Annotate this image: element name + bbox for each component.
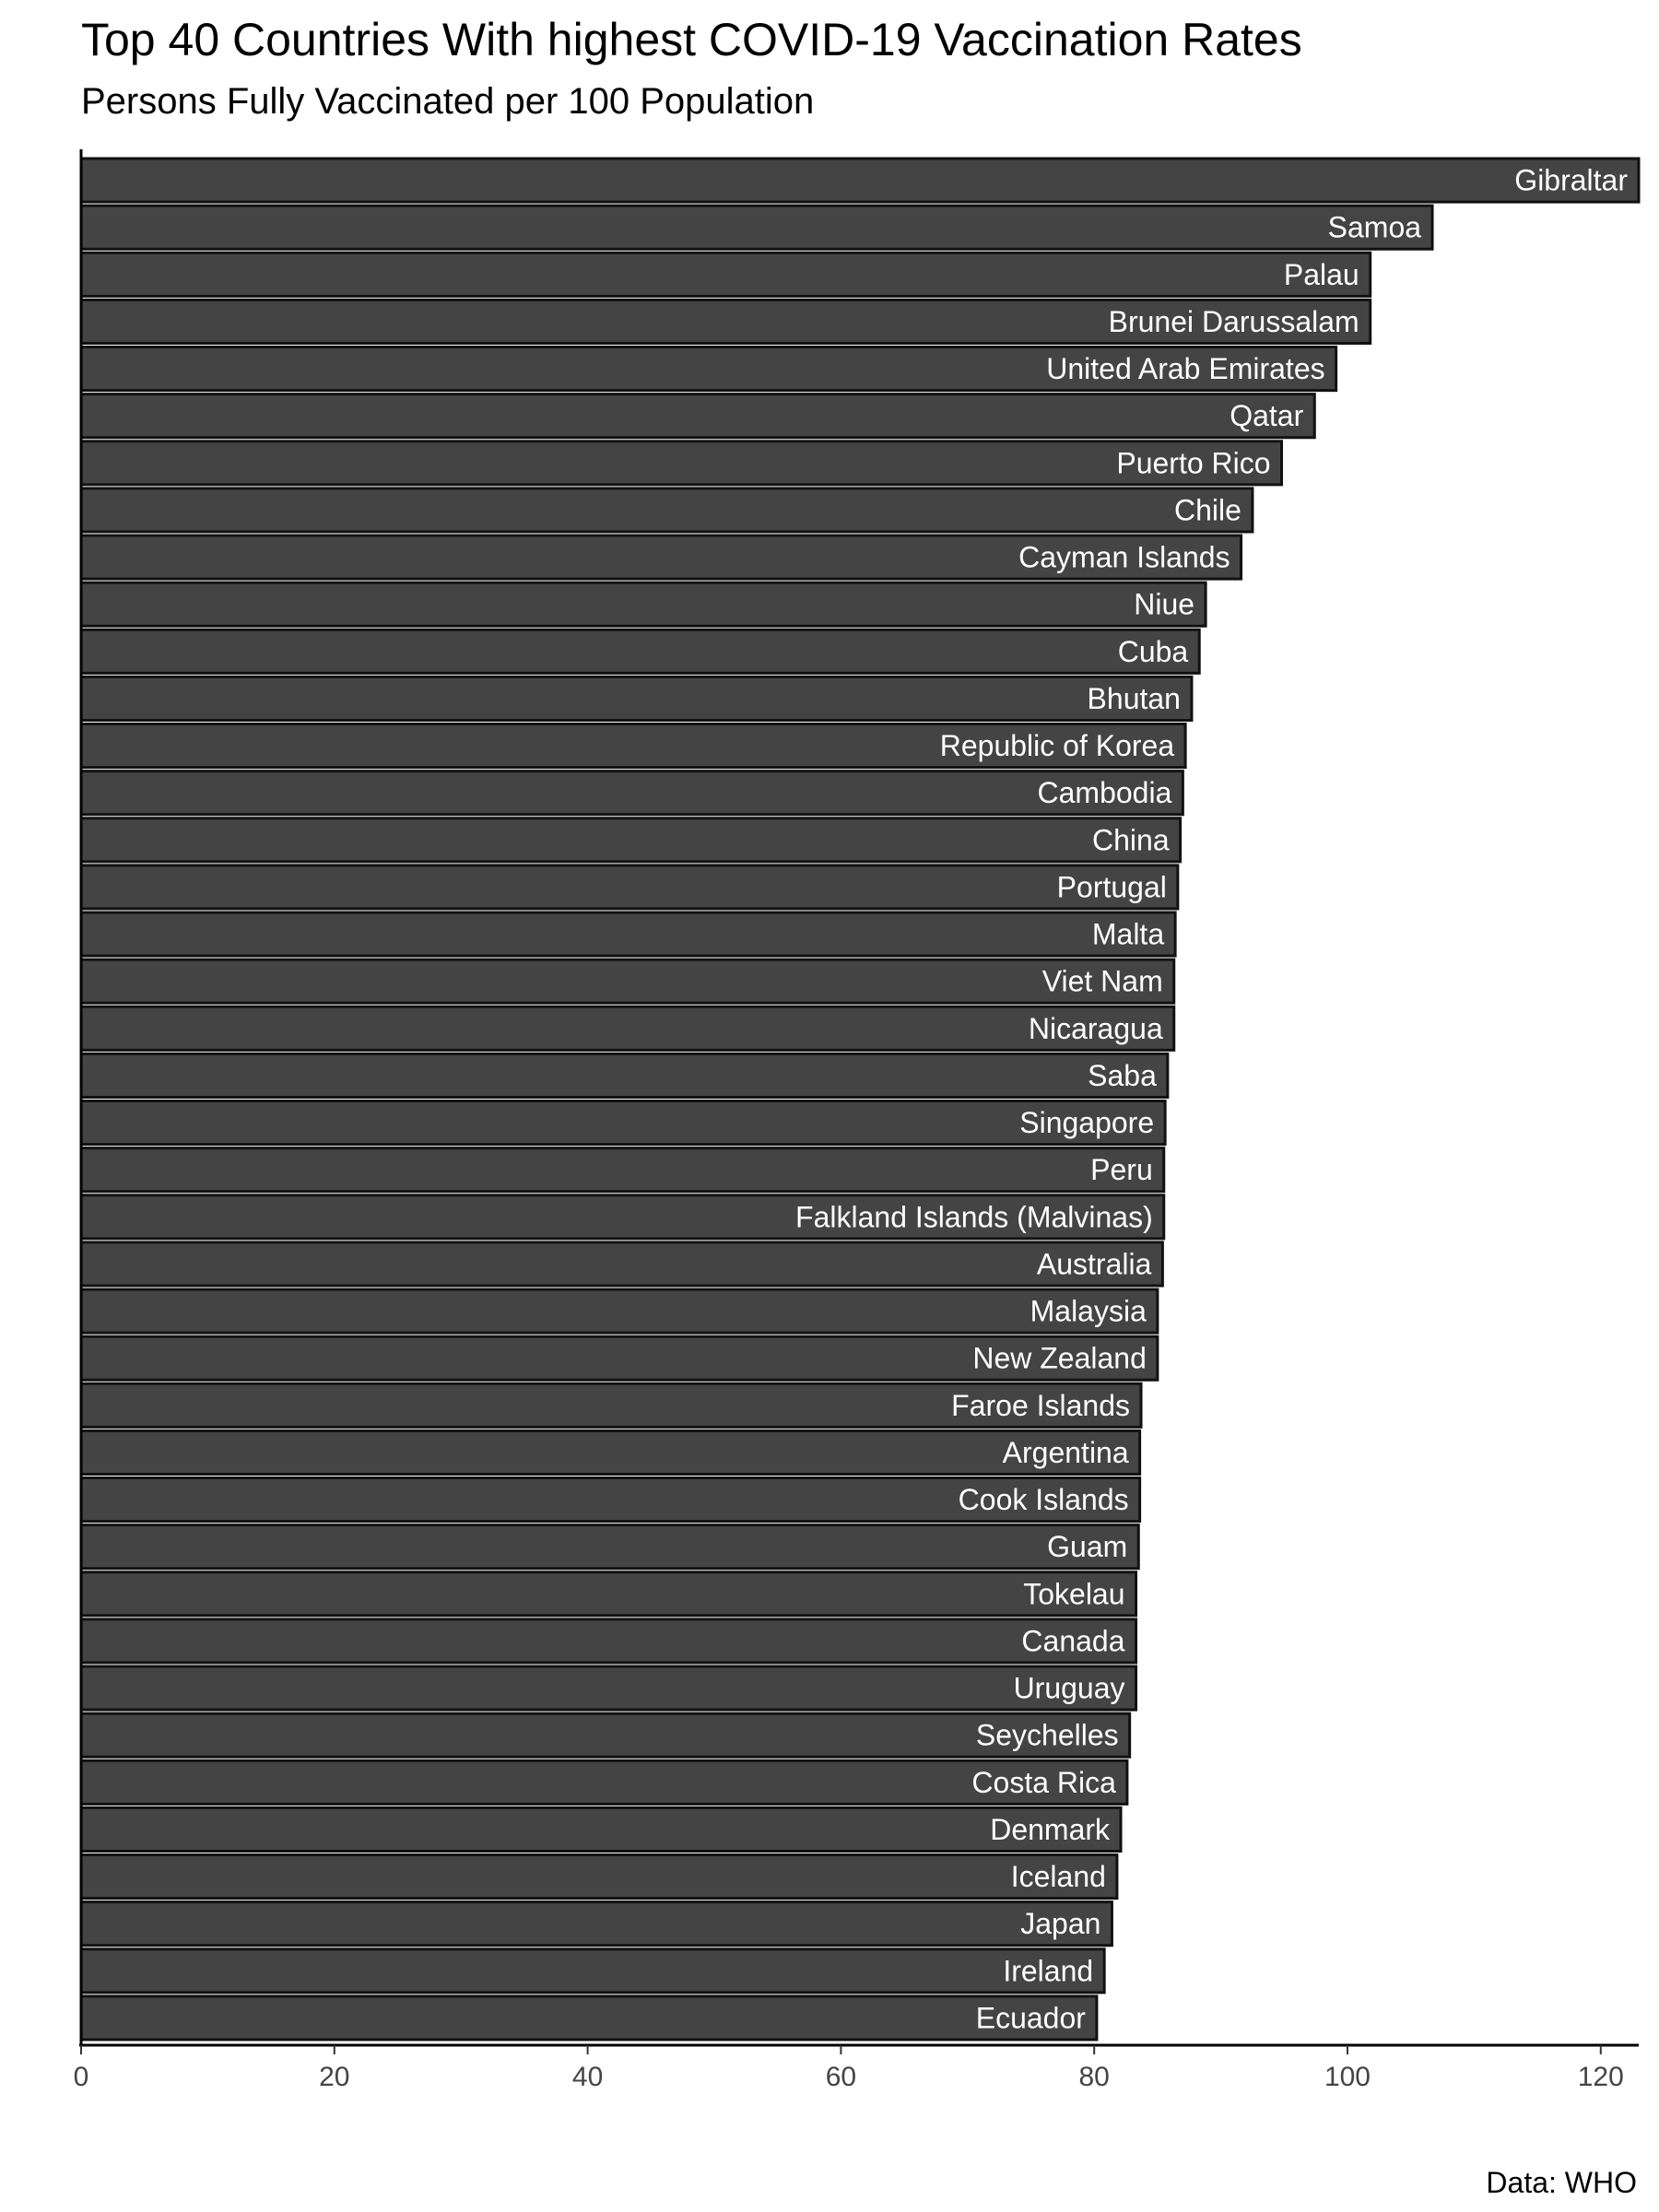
bar-label: Guam: [1047, 1530, 1127, 1563]
bar-label: Palau: [1284, 258, 1359, 291]
bar-label: China: [1092, 823, 1170, 856]
bar-label: Cayman Islands: [1018, 541, 1230, 574]
bar-label: Japan: [1020, 1907, 1100, 1940]
x-tick-label: 20: [319, 2062, 349, 2092]
bar: [79, 1100, 1167, 1147]
bar: [79, 1524, 1140, 1571]
bar: [79, 298, 1372, 345]
chart-subtitle: Persons Fully Vaccinated per 100 Populat…: [81, 81, 815, 122]
bar: [79, 1052, 1170, 1099]
bar-label: Australia: [1037, 1247, 1152, 1280]
x-tick-label: 120: [1578, 2062, 1624, 2092]
chart-title: Top 40 Countries With highest COVID-19 V…: [81, 14, 1302, 65]
bar: [79, 1194, 1166, 1241]
bar: [79, 1806, 1123, 1853]
bar-label: Gibraltar: [1514, 164, 1628, 197]
bar-label: Argentina: [1003, 1436, 1129, 1469]
bar-label: Republic of Korea: [940, 729, 1175, 762]
bar: [79, 628, 1201, 675]
bar: [79, 675, 1194, 722]
bar: [79, 1429, 1142, 1476]
bar-label: Cambodia: [1038, 776, 1172, 809]
bar: [79, 1759, 1129, 1806]
bar-label: Falkland Islands (Malvinas): [795, 1200, 1153, 1233]
bar-label: Cook Islands: [959, 1483, 1129, 1516]
bar-label: Singapore: [1019, 1106, 1154, 1139]
bar: [79, 487, 1254, 534]
bar: [79, 1147, 1166, 1194]
bar-label: Tokelau: [1023, 1577, 1124, 1610]
bar-label: Cuba: [1118, 635, 1189, 668]
bar-label: Nicaragua: [1029, 1012, 1163, 1045]
bar: [79, 770, 1184, 817]
x-tick-label: 80: [1078, 2062, 1109, 2092]
bar-label: United Arab Emirates: [1046, 352, 1324, 385]
x-tick-label: 60: [826, 2062, 856, 2092]
bar: [79, 440, 1284, 487]
bar: [79, 864, 1180, 911]
bar: [79, 534, 1243, 581]
bar: [79, 393, 1316, 440]
bar-label: Viet Nam: [1042, 965, 1163, 998]
bar: [79, 1335, 1159, 1382]
bar-label: Niue: [1134, 588, 1194, 621]
bar: [79, 1947, 1106, 1994]
bar-label: Samoa: [1328, 211, 1422, 244]
bar-label: Faroe Islands: [951, 1389, 1130, 1422]
bar-label: Malta: [1092, 918, 1164, 951]
bar: [79, 1665, 1138, 1712]
bar: [79, 1241, 1164, 1288]
bar: [79, 204, 1434, 251]
bar-label: Bhutan: [1088, 682, 1181, 715]
bar-label: Denmark: [990, 1813, 1111, 1846]
bar: [79, 251, 1372, 298]
bar: [79, 1571, 1138, 1618]
bar: [79, 1288, 1159, 1335]
bar: [79, 958, 1176, 1005]
bar-label: New Zealand: [972, 1342, 1147, 1375]
bar-label: Uruguay: [1014, 1672, 1125, 1705]
bar: [79, 1618, 1138, 1665]
bar: [79, 1853, 1119, 1900]
bar-label: Peru: [1090, 1153, 1153, 1186]
bar-label: Ireland: [1003, 1954, 1093, 1987]
bar-label: Chile: [1174, 493, 1241, 526]
x-tick-label: 0: [74, 2062, 89, 2092]
bar: [79, 1477, 1142, 1524]
bar-label: Costa Rica: [971, 1766, 1116, 1799]
bar: [79, 1005, 1176, 1052]
bar: [79, 817, 1182, 864]
bar: [79, 581, 1207, 628]
bar-label: Seychelles: [976, 1719, 1119, 1752]
bar: [79, 157, 1641, 204]
x-tick-label: 40: [572, 2062, 603, 2092]
bar: [79, 1994, 1099, 2041]
bar-label: Canada: [1021, 1624, 1124, 1657]
bar-label: Brunei Darussalam: [1109, 305, 1359, 338]
bar-label: Saba: [1088, 1059, 1157, 1092]
bar: [79, 723, 1187, 770]
bar-label: Portugal: [1057, 870, 1167, 903]
bar: [79, 1712, 1132, 1759]
bar-label: Iceland: [1011, 1860, 1106, 1893]
bar-label: Puerto Rico: [1116, 446, 1270, 479]
bar: [79, 1900, 1113, 1947]
bar-label: Ecuador: [976, 2001, 1087, 2034]
bar-label: Qatar: [1230, 399, 1303, 432]
data-source-caption: Data: WHO: [1486, 2166, 1637, 2199]
bar: [79, 911, 1177, 958]
bar-label: Malaysia: [1030, 1295, 1147, 1328]
bar: [79, 1382, 1143, 1429]
x-tick-label: 100: [1324, 2062, 1371, 2092]
